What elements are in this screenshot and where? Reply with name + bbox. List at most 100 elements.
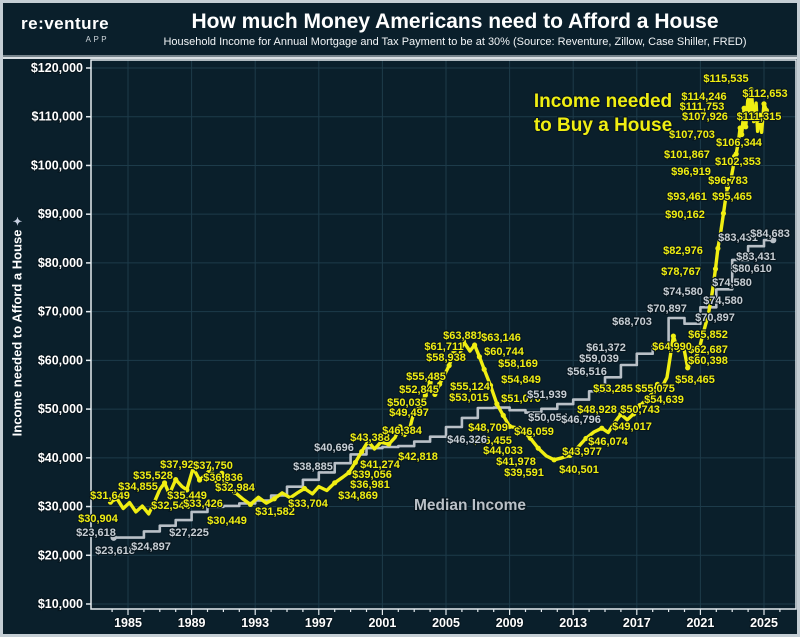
- data-point-dot: [432, 391, 438, 397]
- data-point-dot: [670, 333, 676, 339]
- data-label: $96,919: [671, 166, 711, 178]
- data-label: $48,928: [577, 404, 617, 416]
- y-tick-label: $90,000: [38, 207, 83, 221]
- data-point-dot: [748, 87, 754, 93]
- data-label: $106,344: [716, 137, 763, 149]
- data-point-dot: [427, 379, 433, 385]
- data-label: $74,580: [663, 286, 703, 298]
- data-label: $51,070: [501, 393, 541, 405]
- data-label: $51,939: [527, 389, 567, 401]
- data-point-dot: [359, 449, 365, 455]
- data-label: $68,703: [612, 316, 652, 328]
- data-point-dot: [763, 107, 769, 113]
- x-tick-label: 2013: [559, 616, 587, 630]
- data-label: $39,591: [504, 467, 544, 479]
- data-label: $101,867: [664, 149, 710, 161]
- data-label: $41,274: [360, 459, 401, 471]
- data-label: $31,582: [255, 506, 295, 518]
- data-label: $70,897: [647, 303, 687, 315]
- data-label: $107,926: [682, 111, 728, 123]
- header-divider: [3, 57, 797, 59]
- data-point-dot: [650, 390, 656, 396]
- data-point-dot: [271, 496, 277, 502]
- data-label: $34,869: [338, 490, 378, 502]
- data-label: $41,978: [496, 456, 536, 468]
- data-point-dot: [728, 178, 734, 184]
- data-point-dot: [472, 342, 478, 348]
- data-label: $115,535: [703, 73, 748, 85]
- data-point-dot: [301, 485, 308, 492]
- data-label: $70,897: [695, 312, 735, 324]
- data-label: $90,162: [665, 209, 705, 221]
- data-point-dot: [741, 105, 747, 111]
- data-label: $38,885: [293, 461, 333, 473]
- data-label: $58,938: [426, 352, 466, 364]
- data-label: $40,501: [559, 464, 599, 476]
- data-point-dot: [654, 381, 661, 387]
- data-label: $61,711: [424, 341, 463, 353]
- data-point-dot: [487, 382, 494, 389]
- data-point-dot: [743, 124, 749, 130]
- data-label: $80,610: [732, 263, 772, 275]
- data-point-dot: [173, 477, 179, 483]
- data-point-dot: [761, 101, 767, 107]
- data-label: $60,398: [688, 355, 728, 367]
- x-tick-label: 2001: [368, 616, 396, 630]
- data-label: $83,431: [718, 232, 758, 244]
- data-point-dot: [437, 381, 443, 387]
- data-point-dot: [332, 480, 338, 486]
- data-point-dot: [386, 441, 392, 447]
- plot-frame: [90, 59, 797, 610]
- y-tick-label: $20,000: [38, 548, 83, 562]
- data-point-dot: [247, 501, 254, 507]
- data-point-dot: [733, 151, 739, 157]
- chart-canvas: $120,000 $110,000 $100,000 $90,000 $80,000 $7…: [30, 59, 797, 631]
- chart-header: re:venture APP How much Money Americans …: [3, 3, 797, 58]
- data-label: $63,881: [443, 330, 483, 342]
- data-label: $96,783: [708, 175, 748, 187]
- data-point-dot: [693, 355, 699, 362]
- data-label: $32,540: [151, 500, 191, 512]
- data-label: $93,461: [667, 191, 707, 203]
- x-tick-label: 2021: [686, 616, 714, 630]
- data-label: $64,990: [652, 341, 692, 353]
- data-point-dot: [397, 424, 403, 430]
- x-tick-label: 2005: [432, 616, 460, 630]
- data-point-dot: [411, 408, 417, 415]
- y-tick-label: $10,000: [38, 597, 83, 611]
- data-point-dot: [107, 499, 114, 505]
- x-tick-label: 1985: [114, 616, 142, 630]
- data-point-dot: [637, 402, 643, 409]
- data-label: $23,618: [76, 527, 116, 539]
- data-label: $49,497: [389, 407, 429, 419]
- data-point-dot: [739, 131, 745, 138]
- x-tick-label: 1997: [305, 616, 333, 630]
- data-label: $43,977: [562, 446, 602, 458]
- data-point-dot: [720, 210, 727, 216]
- data-point-dot: [599, 425, 605, 431]
- data-label: $58,169: [498, 358, 538, 370]
- data-label: $83,431: [736, 251, 776, 263]
- data-label: $49,017: [612, 421, 652, 433]
- data-label: $54,639: [644, 394, 684, 406]
- data-point-dot: [190, 465, 196, 471]
- data-label: $37,750: [193, 460, 233, 472]
- data-point-dot: [365, 438, 371, 444]
- data-point-dot: [422, 392, 428, 398]
- data-point-dot: [219, 470, 225, 476]
- data-label: $37,926: [160, 459, 200, 471]
- data-point-dot: [494, 401, 500, 407]
- data-label: $46,796: [561, 414, 601, 426]
- logo-text: re:venture: [21, 14, 110, 33]
- data-point-dot: [507, 423, 513, 429]
- data-label: $95,465: [712, 191, 752, 203]
- data-label: $62,687: [688, 344, 728, 356]
- data-label: $50,743: [620, 404, 660, 416]
- data-label: $36,981: [350, 479, 390, 491]
- data-point-dot: [451, 349, 457, 355]
- data-point-dot: [476, 354, 482, 360]
- data-label: $82,976: [663, 245, 703, 257]
- reventure-logo: re:venture APP: [21, 14, 109, 44]
- data-point-dot: [723, 194, 729, 200]
